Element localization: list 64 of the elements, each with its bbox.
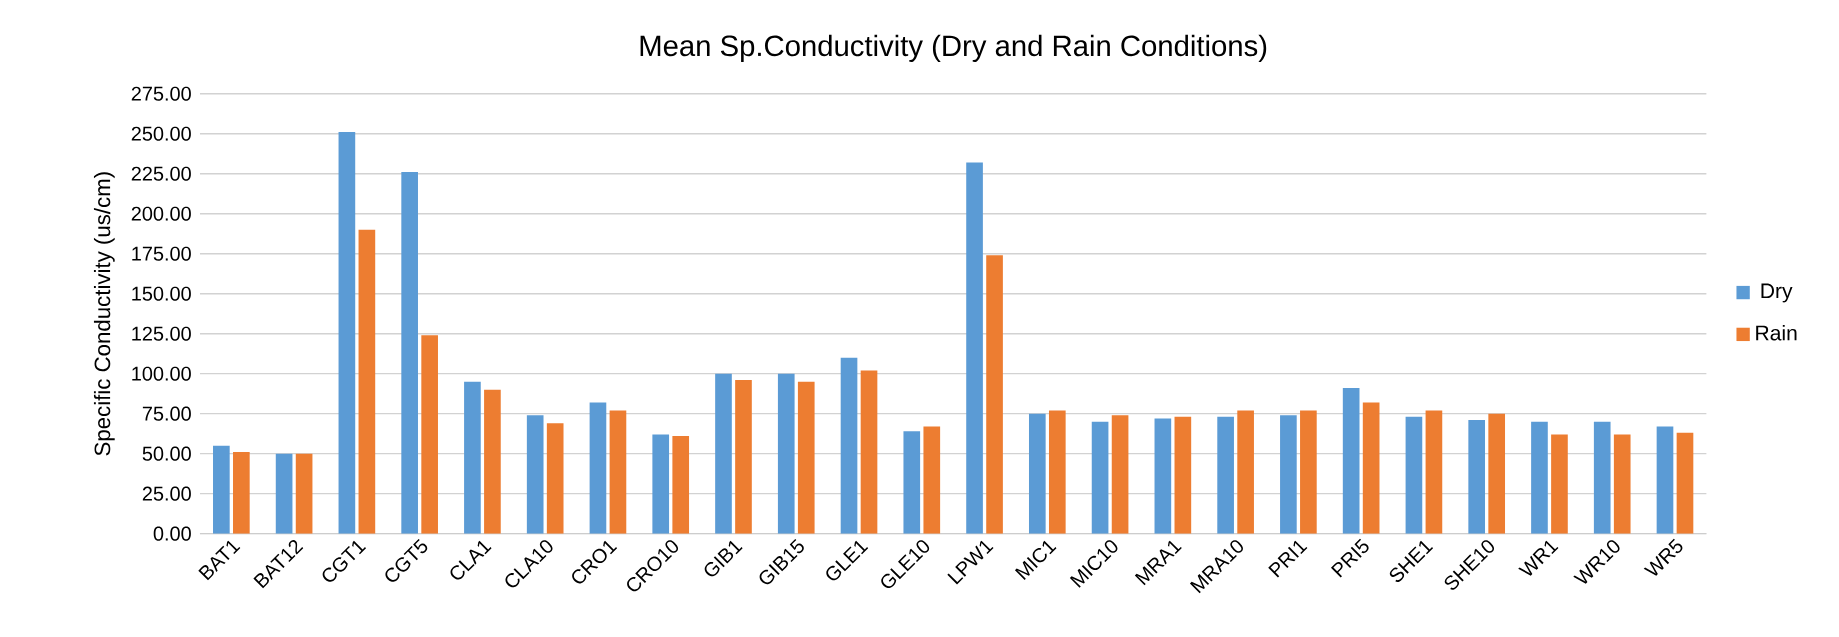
bar [484,389,501,534]
bar [1425,410,1443,534]
y-tick-label: 125.00 [132,326,191,341]
bar [609,410,627,534]
bar [797,381,815,534]
bar [1342,388,1360,534]
bar [1217,416,1234,534]
bar [840,357,858,534]
bar [213,445,230,534]
legend-label: Rain [1756,325,1797,341]
bar [1656,426,1674,534]
y-tick-label: 25.00 [142,486,191,501]
bar [1048,410,1066,534]
bar [1237,410,1254,534]
bar [526,415,544,534]
bar [1613,434,1631,534]
bar [652,434,670,534]
bar [1405,416,1423,534]
bar [338,132,356,534]
chart-title: Mean Sp.Conductivity (Dry and Rain Conditions) [640,34,1267,62]
bar [966,162,983,534]
bar [1028,413,1046,534]
bar [546,423,564,534]
bar [1593,421,1611,534]
y-tick-label: 0.00 [153,526,191,541]
bar [275,453,293,534]
bar [1154,418,1172,534]
bar [1676,432,1694,534]
y-tick-label: 175.00 [132,246,191,261]
y-tick-label: 250.00 [131,126,191,141]
y-axis-title: Specific Conductivity (us/cm) [93,172,115,456]
y-tick-label: 50.00 [142,446,191,461]
bar [986,255,1003,534]
bar [358,229,376,534]
bar [464,381,481,534]
bar [233,452,250,534]
bar [1280,415,1297,534]
bar [1488,413,1506,534]
bar [1174,416,1192,534]
bar [860,370,878,534]
bar [421,335,438,534]
bar [589,402,607,534]
bar [401,172,418,534]
bar [1551,434,1568,534]
y-tick-label: 275.00 [131,86,191,101]
y-tick-label: 200.00 [131,206,191,221]
bar [923,426,941,534]
bar [735,380,752,534]
bar [903,431,921,534]
y-tick-label: 225.00 [131,166,191,181]
bar [1362,402,1380,534]
bar [1531,421,1548,534]
y-tick-label: 75.00 [142,406,191,421]
bar [1468,420,1486,534]
bar [1091,421,1109,534]
y-tick-label: 100.00 [132,366,191,381]
bar [1111,415,1129,534]
bar [715,373,732,534]
bar [777,373,795,534]
y-tick-label: 150.00 [132,286,191,301]
bar [1300,410,1317,534]
bar [295,453,313,534]
legend-label: Dry [1761,283,1793,303]
bar [672,436,690,534]
